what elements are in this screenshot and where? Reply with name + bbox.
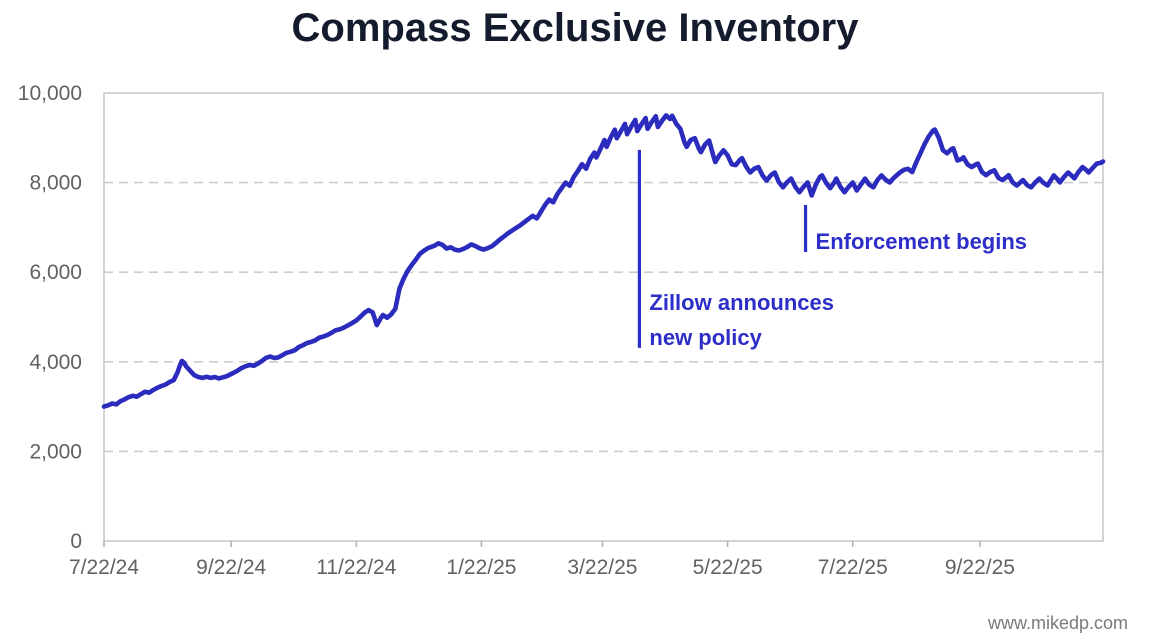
y-axis-tick-label: 10,000: [18, 82, 82, 105]
x-axis-tick-label: 1/22/25: [446, 556, 516, 579]
x-axis-tick-label: 7/22/25: [818, 556, 888, 579]
y-axis-tick-label: 4,000: [29, 351, 82, 374]
y-axis-tick-label: 8,000: [29, 172, 82, 195]
x-axis-tick-label: 3/22/25: [567, 556, 637, 579]
inventory-line: [101, 113, 1106, 409]
chart-title: Compass Exclusive Inventory: [291, 6, 859, 50]
x-axis-tick-label: 11/22/24: [316, 556, 397, 579]
x-axis-tick-label: 7/22/24: [69, 556, 139, 579]
watermark: www.mikedp.com: [987, 613, 1128, 633]
zillow-announcement-label: Zillow announces: [649, 290, 834, 315]
enforcement-begins-label: Enforcement begins: [816, 229, 1027, 254]
y-axis-tick-label: 2,000: [29, 440, 82, 463]
y-axis-tick-label: 6,000: [29, 261, 82, 284]
x-axis-tick-label: 5/22/25: [693, 556, 763, 579]
x-axis-tick-label: 9/22/25: [945, 556, 1015, 579]
y-axis-tick-label: 0: [70, 530, 82, 553]
zillow-announcement-label: new policy: [649, 325, 762, 350]
x-axis-tick-label: 9/22/24: [196, 556, 266, 579]
plot-border: [103, 92, 1104, 542]
